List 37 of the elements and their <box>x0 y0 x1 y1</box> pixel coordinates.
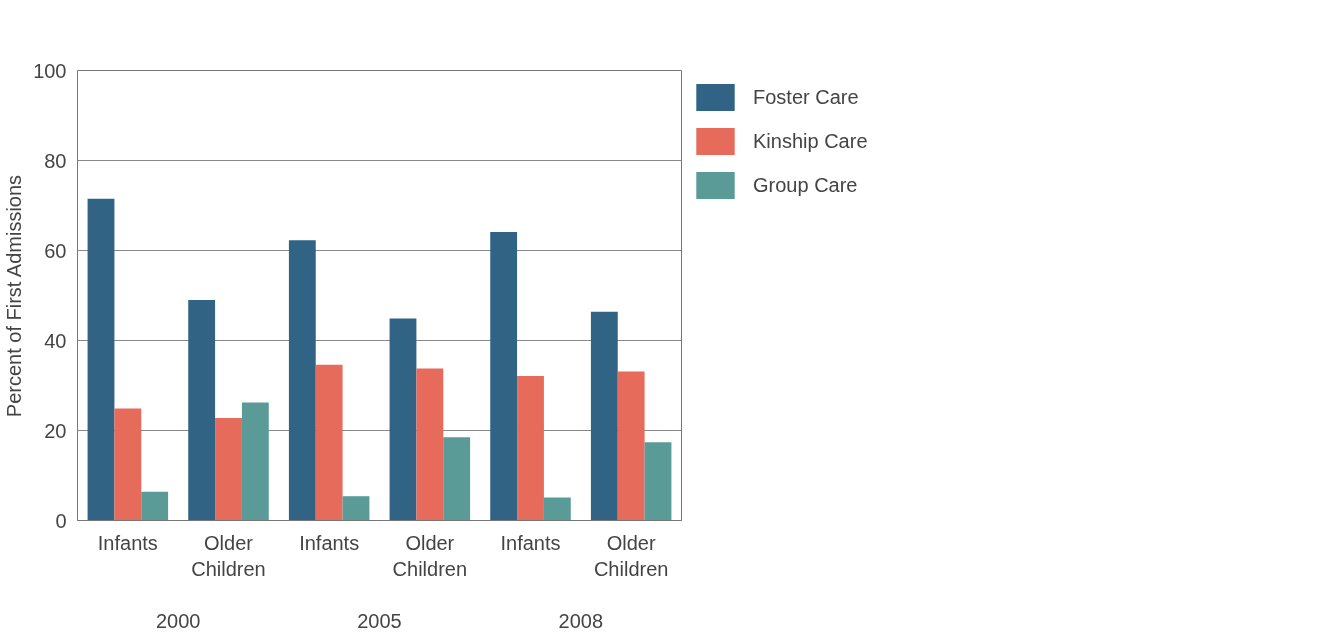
y-tick-label: 20 <box>44 419 67 442</box>
x-tick-label: Older Children <box>191 531 266 580</box>
y-tick-label: 100 <box>33 59 67 82</box>
x-tick-label: Infants <box>500 531 561 554</box>
bar <box>215 417 242 521</box>
bar <box>490 232 518 521</box>
y-tick-label: 40 <box>44 329 67 352</box>
bar <box>443 437 471 521</box>
bar <box>517 376 544 521</box>
y-axis-title: Percent of First Admissions <box>3 174 26 418</box>
legend-label: Group Care <box>753 173 858 197</box>
y-tick-label: 80 <box>44 149 67 172</box>
bar <box>617 371 645 521</box>
bar <box>416 368 444 521</box>
bar <box>114 408 142 521</box>
bar <box>188 300 216 521</box>
bar <box>590 311 618 521</box>
y-tick-label: 60 <box>44 239 67 262</box>
x-tick-label: Older Children <box>593 531 669 580</box>
bar <box>342 496 370 521</box>
bar <box>241 402 269 521</box>
bar <box>644 442 672 521</box>
bar <box>141 491 169 521</box>
text: 2000 <box>155 609 201 632</box>
bar <box>87 198 115 521</box>
y-tick-label: 0 <box>55 509 67 532</box>
bar <box>389 318 417 521</box>
x-tick-label: Older Children <box>392 531 468 580</box>
x-tick-label: Infants <box>299 531 360 554</box>
x-tick-label: Infants <box>97 531 158 554</box>
text: 2008 <box>558 609 604 632</box>
bar <box>288 240 316 521</box>
text: 2005 <box>357 609 402 632</box>
bar <box>543 497 571 521</box>
legend-label: Foster Care <box>753 85 859 109</box>
legend-label: Kinship Care <box>753 129 868 153</box>
bar <box>315 364 343 521</box>
